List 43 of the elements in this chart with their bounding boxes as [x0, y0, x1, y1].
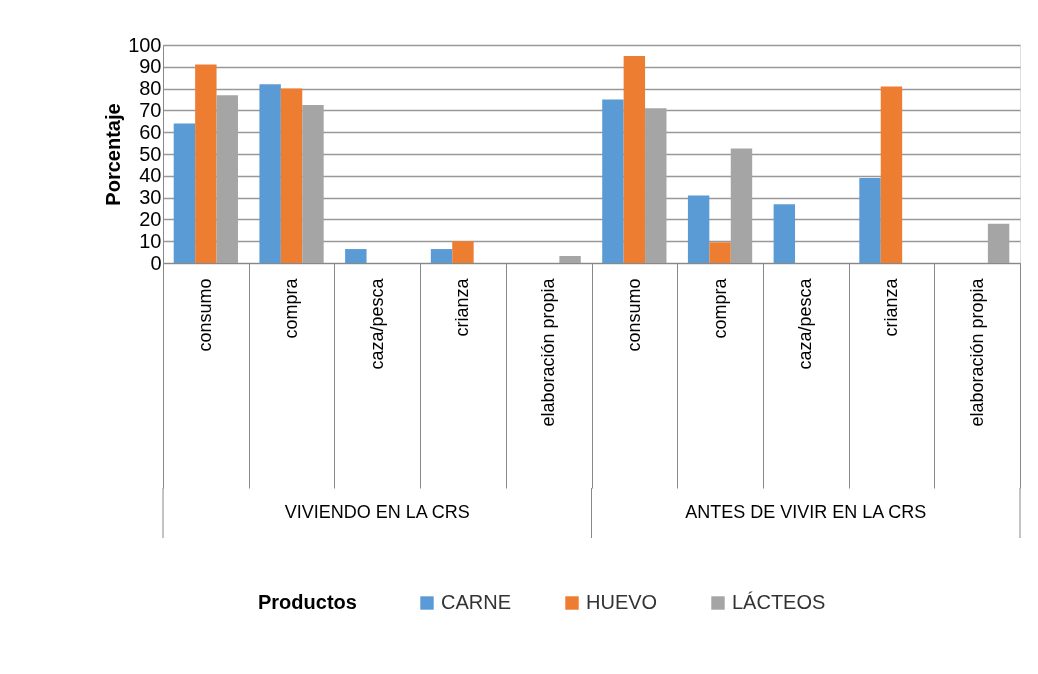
- x-tick-label: elaboración propia: [966, 277, 987, 427]
- bar: [623, 55, 646, 263]
- bar: [859, 177, 881, 263]
- bar: [687, 195, 710, 263]
- text: ANTES DE VIVIR EN LA CRS: [685, 502, 927, 522]
- bar: [880, 86, 903, 263]
- bar: [173, 123, 196, 263]
- bar: [709, 242, 731, 263]
- y-tick-label: 60: [139, 120, 162, 143]
- x-tick-label: crianza: [880, 277, 901, 337]
- bar: [773, 204, 796, 263]
- y-tick-label: 80: [139, 77, 162, 100]
- y-tick-label: 40: [139, 164, 162, 187]
- y-tick-label: 90: [139, 55, 162, 78]
- bar: [602, 99, 624, 263]
- legend-label: LÁCTEOS: [732, 591, 826, 613]
- x-tick-label: caza/pesca: [795, 277, 816, 370]
- legend-label: HUEVO: [586, 591, 658, 613]
- y-tick-label: 100: [128, 33, 162, 56]
- bar: [259, 84, 281, 263]
- legend-title: Productos: [258, 591, 357, 613]
- x-tick-label: crianza: [452, 277, 473, 337]
- bar: [430, 249, 453, 263]
- text: VIVIENDO EN LA CRS: [284, 502, 470, 522]
- y-axis-title: Porcentaje: [102, 103, 125, 206]
- x-tick-label: caza/pesca: [366, 277, 387, 370]
- x-tick-label: elaboración propia: [538, 277, 559, 427]
- x-tick-label: consumo: [623, 278, 644, 352]
- bar: [345, 249, 367, 263]
- bar: [195, 64, 217, 263]
- y-tick-label: 70: [139, 98, 162, 121]
- x-tick-label: compra: [709, 277, 730, 339]
- y-tick-label: 0: [150, 251, 162, 274]
- y-tick-label: 50: [139, 142, 162, 165]
- bar: [452, 241, 474, 263]
- legend-label: CARNE: [441, 591, 512, 613]
- y-tick-label: 30: [139, 186, 162, 209]
- bar: [559, 256, 581, 263]
- y-tick-label: 20: [139, 207, 162, 230]
- y-tick-label: 10: [139, 229, 162, 252]
- x-tick-label: compra: [281, 277, 302, 339]
- bar: [280, 88, 303, 263]
- x-tick-label: consumo: [195, 278, 216, 352]
